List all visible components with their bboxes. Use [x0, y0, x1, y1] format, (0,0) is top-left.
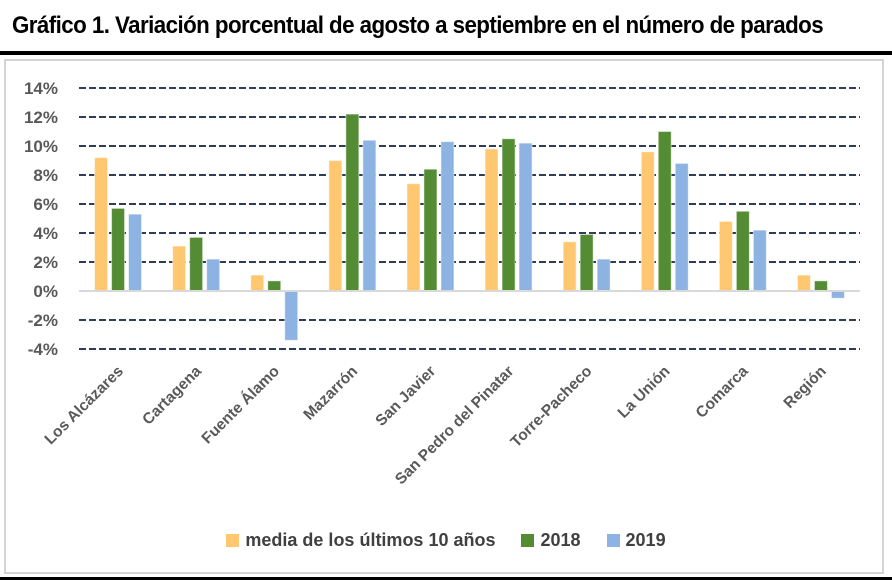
bar: [735, 210, 750, 292]
bar: [501, 138, 516, 292]
bar: [345, 113, 360, 292]
bar: [813, 280, 828, 292]
bar: [94, 157, 109, 292]
bar: [562, 241, 577, 292]
bar: [484, 148, 499, 292]
bar: [189, 236, 204, 292]
bar: [596, 258, 611, 292]
x-category-label: Fuente Álamo: [199, 363, 283, 447]
legend-item-media: media de los últimos 10 años: [226, 530, 495, 551]
bar: [674, 162, 689, 292]
x-category-label: Mazarrón: [300, 363, 361, 424]
bar: [128, 213, 143, 292]
bar: [718, 220, 733, 292]
legend-item-2018: 2018: [521, 530, 581, 551]
bar: [250, 274, 265, 292]
y-axis-ticks: 14% 12% 10% 8% 6% 4% 2% 0% -2% -4%: [24, 79, 58, 359]
bar: [406, 183, 421, 292]
legend-label-2019: 2019: [625, 530, 666, 550]
y-tick-label: 4%: [33, 224, 58, 243]
bar: [267, 280, 282, 292]
x-category-label: Torre-Pacheco: [508, 363, 596, 451]
y-tick-label: -4%: [28, 340, 58, 359]
y-tick-label: 2%: [33, 253, 58, 272]
bar: [579, 233, 594, 292]
y-tick-label: 6%: [33, 195, 58, 214]
bar: [111, 207, 126, 292]
y-tick-label: 12%: [24, 108, 58, 127]
x-category-label: Los Alcázares: [42, 363, 127, 448]
title-underline: [0, 51, 892, 55]
bar: [657, 131, 672, 292]
bar: [328, 160, 343, 292]
bar: [440, 141, 455, 292]
legend-item-2019: 2019: [606, 530, 666, 551]
bottom-rule: [0, 577, 892, 580]
bar: [518, 142, 533, 292]
bar: [796, 274, 811, 292]
legend-label-media: media de los últimos 10 años: [245, 530, 496, 550]
x-category-label: La Unión: [615, 363, 674, 422]
y-tick-label: 10%: [24, 137, 58, 156]
y-tick-label: 14%: [24, 79, 58, 98]
bar: [206, 258, 221, 292]
y-tick-label: 8%: [33, 166, 58, 185]
x-category-label: Comarca: [693, 363, 752, 422]
bar: [423, 168, 438, 292]
chart-title: Gráfico 1. Variación porcentual de agost…: [12, 12, 824, 39]
bar: [284, 290, 299, 341]
x-category-label: San Javier: [372, 363, 439, 430]
bar: [640, 151, 655, 292]
x-category-label: Cartagena: [139, 363, 205, 429]
x-category-label: Región: [781, 363, 830, 412]
legend-label-2018: 2018: [540, 530, 581, 550]
y-tick-label: 0%: [33, 282, 58, 301]
bar: [362, 139, 377, 292]
bar: [752, 229, 767, 292]
legend-swatch-2018: [521, 534, 535, 547]
legend: media de los últimos 10 años 2018 2019: [0, 530, 892, 551]
y-tick-label: -2%: [28, 311, 58, 330]
bar: [830, 290, 845, 299]
legend-swatch-media: [226, 534, 240, 547]
bar: [172, 245, 187, 292]
bars: [94, 113, 845, 341]
legend-swatch-2019: [606, 534, 620, 547]
